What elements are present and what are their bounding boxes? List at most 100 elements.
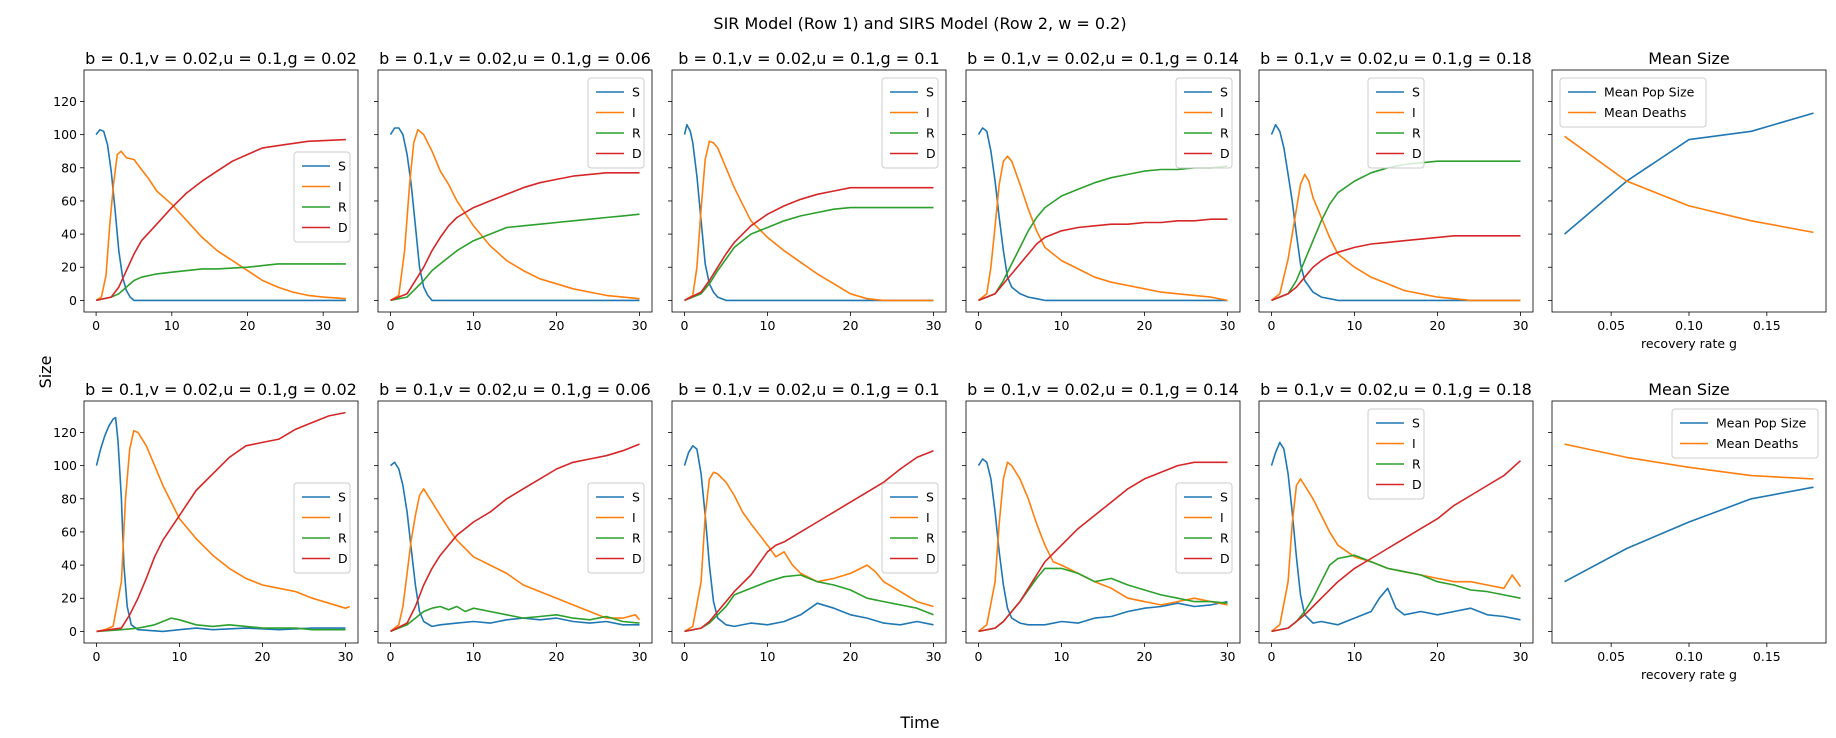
subplot-title: b = 0.1,v = 0.02,u = 0.1,g = 0.18 — [1260, 380, 1532, 399]
x-tick-label: 0 — [680, 649, 688, 664]
x-tick-label: 10 — [760, 649, 776, 664]
legend-label: S — [338, 490, 346, 505]
legend-label: R — [1412, 457, 1421, 472]
subplot-title: b = 0.1,v = 0.02,u = 0.1,g = 0.18 — [1260, 49, 1532, 68]
series-line-s — [1270, 123, 1521, 302]
y-tick-label: 0 — [69, 293, 77, 308]
legend-label: R — [338, 531, 347, 546]
subplot-xlabel: recovery rate g — [1641, 336, 1737, 351]
x-tick-label: 30 — [1513, 649, 1529, 664]
subplot-xlabel: recovery rate g — [1641, 667, 1737, 682]
subplot-r2-c3: b = 0.1,v = 0.02,u = 0.1,g = 0.1 0 10 20 30 S… — [668, 380, 947, 664]
series-line-r — [978, 165, 1228, 302]
x-tick-label: 10 — [1054, 649, 1070, 664]
x-tick-label: 10 — [172, 649, 188, 664]
series-line-i — [978, 461, 1228, 633]
x-tick-label: 0.10 — [1675, 649, 1703, 664]
subplot-r1-c2: b = 0.1,v = 0.02,u = 0.1,g = 0.06 0 10 20 30… — [374, 49, 653, 333]
series-line-s — [977, 458, 1228, 626]
legend-label: R — [632, 126, 641, 141]
x-tick-label: 30 — [1220, 318, 1236, 333]
series-line-s — [977, 127, 1228, 302]
series-line-s — [683, 445, 934, 628]
series-group — [95, 128, 346, 302]
legend-label: S — [926, 490, 934, 505]
x-tick-label: 20 — [549, 649, 565, 664]
axes-frame — [377, 69, 653, 313]
x-tick-label: 30 — [1220, 649, 1236, 664]
panels: b = 0.1,v = 0.02,u = 0.1,g = 0.02 0 10 20 30… — [53, 49, 1827, 682]
subplot-title: Mean Size — [1648, 380, 1730, 399]
axes-frame — [965, 400, 1241, 644]
series-line-r — [96, 617, 346, 633]
legend-label: I — [926, 105, 930, 120]
legend-label: R — [926, 126, 935, 141]
x-tick-label: 0.05 — [1597, 318, 1625, 333]
x-tick-label: 0.05 — [1597, 649, 1625, 664]
series-line-d — [1271, 460, 1522, 633]
legend-box — [1175, 77, 1233, 169]
subplot-r1-c5: b = 0.1,v = 0.02,u = 0.1,g = 0.18 0 10 20 30… — [1255, 49, 1534, 333]
legend-label: S — [632, 490, 640, 505]
legend-label: D — [338, 551, 348, 566]
x-tick-label: 30 — [315, 318, 331, 333]
legend-label: S — [1220, 490, 1228, 505]
x-tick-label: 20 — [240, 318, 256, 333]
x-tick-label: 20 — [843, 318, 859, 333]
y-tick-label: 120 — [53, 425, 77, 440]
x-tick-label: 0 — [680, 318, 688, 333]
y-tick-label: 0 — [69, 624, 77, 639]
y-tick-label: 100 — [53, 458, 77, 473]
series-line-d — [95, 138, 346, 302]
series-line-r — [684, 574, 934, 633]
legend-label: S — [1220, 85, 1228, 100]
figure-suptitle: SIR Model (Row 1) and SIRS Model (Row 2,… — [713, 14, 1126, 33]
x-tick-label: 20 — [1137, 649, 1153, 664]
series-group — [977, 458, 1228, 633]
series-line-r — [978, 567, 1228, 633]
legend-label: D — [1220, 146, 1230, 161]
subplot-r2-c2: b = 0.1,v = 0.02,u = 0.1,g = 0.06 0 10 20 30… — [374, 380, 653, 664]
subplot-title: b = 0.1,v = 0.02,u = 0.1,g = 0.06 — [379, 49, 651, 68]
series-line-s — [389, 461, 640, 628]
x-tick-label: 0.10 — [1675, 318, 1703, 333]
figure-xlabel: Time — [899, 713, 939, 732]
legend-box — [587, 482, 645, 574]
series-line-d — [978, 218, 1228, 302]
series-line-s — [389, 127, 640, 302]
legend-label: S — [338, 159, 346, 174]
legend-label: R — [1412, 126, 1421, 141]
subplot-title: b = 0.1,v = 0.02,u = 0.1,g = 0.1 — [678, 380, 939, 399]
subplot-title: b = 0.1,v = 0.02,u = 0.1,g = 0.02 — [85, 380, 357, 399]
x-tick-label: 20 — [843, 649, 859, 664]
legend-label: Mean Pop Size — [1604, 85, 1695, 100]
legend-label: D — [632, 551, 642, 566]
series-line-r — [1271, 554, 1521, 633]
legend-label: Mean Deaths — [1604, 105, 1686, 120]
legend-label: I — [632, 510, 636, 525]
series-line-d — [1271, 235, 1521, 302]
axes-frame — [671, 400, 947, 644]
y-tick-label: 40 — [61, 227, 77, 242]
series-group — [1270, 123, 1521, 302]
legend-label: Mean Pop Size — [1716, 416, 1807, 431]
x-tick-label: 0 — [974, 318, 982, 333]
legend-label: D — [1412, 146, 1422, 161]
legend-label: R — [632, 531, 641, 546]
subplot-r2-c4: b = 0.1,v = 0.02,u = 0.1,g = 0.14 0 10 20 30… — [962, 380, 1241, 664]
subplot-title: b = 0.1,v = 0.02,u = 0.1,g = 0.1 — [678, 49, 939, 68]
x-tick-label: 30 — [632, 649, 648, 664]
series-group — [389, 443, 641, 633]
x-tick-label: 10 — [466, 318, 482, 333]
x-tick-label: 20 — [1430, 649, 1446, 664]
x-tick-label: 0 — [386, 318, 394, 333]
series-group — [1564, 443, 1814, 583]
